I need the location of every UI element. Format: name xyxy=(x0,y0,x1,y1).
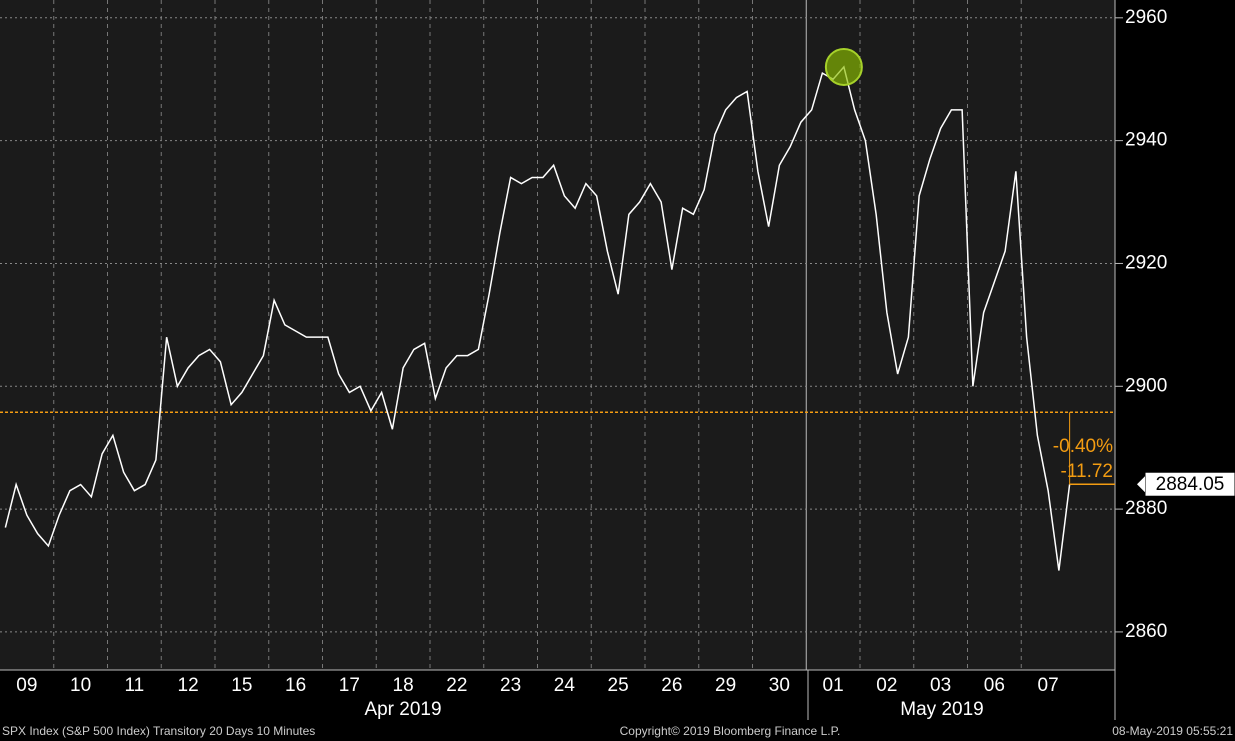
x-tick-label: 02 xyxy=(876,675,897,696)
y-tick-label: 2920 xyxy=(1125,252,1167,273)
abs-change: -11.72 xyxy=(1061,461,1113,482)
y-tick-label: 2900 xyxy=(1125,375,1167,396)
y-tick-label: 2940 xyxy=(1125,130,1167,151)
x-tick-label: 12 xyxy=(178,675,199,696)
plot-area xyxy=(0,0,1115,670)
footer-right: 08-May-2019 05:55:21 xyxy=(1112,724,1233,738)
x-tick-label: 15 xyxy=(231,675,252,696)
footer-center: Copyright© 2019 Bloomberg Finance L.P. xyxy=(620,724,841,738)
last-price-label: 2884.05 xyxy=(1156,474,1225,495)
x-tick-label: 03 xyxy=(930,675,951,696)
x-tick-label: 18 xyxy=(393,675,414,696)
month-label: May 2019 xyxy=(900,699,983,720)
x-tick-label: 23 xyxy=(500,675,521,696)
x-tick-label: 01 xyxy=(823,675,844,696)
high-marker xyxy=(824,47,863,86)
x-tick-label: 22 xyxy=(446,675,467,696)
last-price-pointer xyxy=(1137,476,1145,493)
x-tick-label: 17 xyxy=(339,675,360,696)
x-tick-label: 25 xyxy=(608,675,629,696)
y-tick-label: 2860 xyxy=(1125,621,1167,642)
x-tick-label: 06 xyxy=(984,675,1005,696)
x-tick-label: 30 xyxy=(769,675,790,696)
x-tick-label: 16 xyxy=(285,675,306,696)
x-tick-label: 10 xyxy=(70,675,91,696)
x-tick-label: 09 xyxy=(16,675,37,696)
last-price-box xyxy=(1144,471,1235,497)
y-tick-label: 2960 xyxy=(1125,7,1167,28)
footer-left: SPX Index (S&P 500 Index) Transitory 20 … xyxy=(2,724,315,738)
price-line xyxy=(4,65,1071,571)
x-tick-label: 11 xyxy=(125,675,145,696)
x-tick-label: 07 xyxy=(1038,675,1059,696)
month-label: Apr 2019 xyxy=(364,699,441,720)
x-tick-label: 29 xyxy=(715,675,736,696)
pct-change: -0.40% xyxy=(1053,436,1113,457)
y-tick-label: 2880 xyxy=(1125,498,1167,519)
x-tick-label: 26 xyxy=(661,675,682,696)
x-tick-label: 24 xyxy=(554,675,576,696)
